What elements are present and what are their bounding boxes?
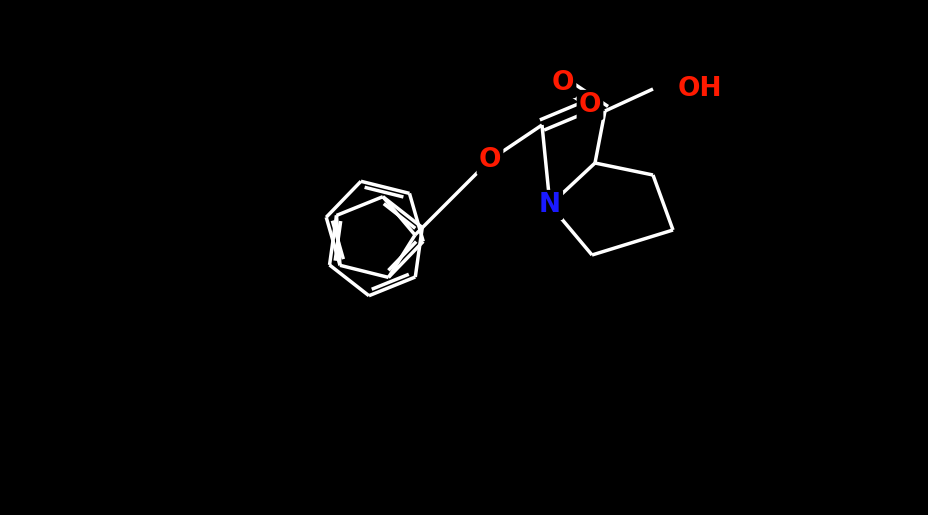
Text: O: O <box>578 92 600 118</box>
Text: O: O <box>478 147 501 173</box>
Text: OH: OH <box>677 76 722 102</box>
Text: N: N <box>538 192 561 218</box>
Text: O: O <box>551 70 574 96</box>
